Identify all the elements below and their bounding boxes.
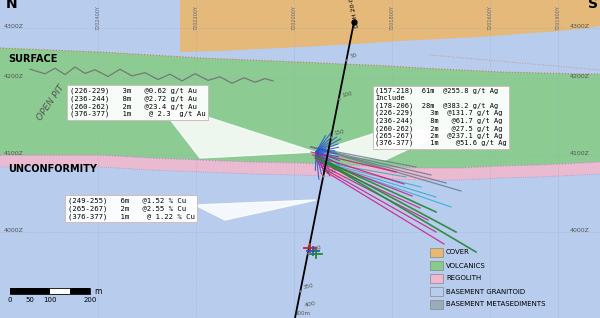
Text: 100: 100 bbox=[43, 297, 57, 303]
Text: (226-229)   3m   @0.62 g/t Au
(236-244)   8m   @2.72 g/t Au
(260-262)   2m   @23: (226-229) 3m @0.62 g/t Au (236-244) 8m @… bbox=[70, 88, 206, 117]
Text: 7201600Y: 7201600Y bbox=[487, 5, 493, 30]
Text: 4300Z: 4300Z bbox=[4, 24, 24, 29]
Text: BASEMENT GRANITOID: BASEMENT GRANITOID bbox=[446, 288, 525, 294]
Text: COVER: COVER bbox=[446, 250, 470, 255]
Text: 50: 50 bbox=[26, 297, 34, 303]
Text: REGOLITH: REGOLITH bbox=[446, 275, 481, 281]
Text: (157-218)  61m  @255.8 g/t Ag
Include
(178-206)  28m  @383.2 g/t Ag
(226-229)   : (157-218) 61m @255.8 g/t Ag Include (178… bbox=[375, 88, 507, 147]
Text: 4000Z: 4000Z bbox=[4, 228, 24, 233]
Text: S: S bbox=[588, 0, 598, 11]
Text: 200: 200 bbox=[326, 168, 338, 175]
Text: 4100Z: 4100Z bbox=[570, 151, 590, 156]
Text: 350: 350 bbox=[304, 283, 314, 290]
Text: 4300Z: 4300Z bbox=[570, 24, 590, 29]
Text: 100: 100 bbox=[341, 91, 353, 98]
Text: 150: 150 bbox=[334, 129, 345, 136]
Text: 7201800Y: 7201800Y bbox=[389, 5, 395, 30]
Text: 7202400Y: 7202400Y bbox=[95, 5, 101, 30]
Text: 0: 0 bbox=[8, 297, 12, 303]
Polygon shape bbox=[180, 0, 600, 52]
Text: 4100Z: 4100Z bbox=[4, 151, 24, 156]
Text: OPEN PIT: OPEN PIT bbox=[35, 83, 66, 122]
Polygon shape bbox=[155, 100, 315, 158]
Text: UNCONFORMITY: UNCONFORMITY bbox=[8, 164, 97, 174]
Text: DDH 20-007: DDH 20-007 bbox=[347, 0, 360, 28]
Polygon shape bbox=[195, 200, 316, 220]
Bar bbox=[50, 288, 70, 294]
Text: 7202200Y: 7202200Y bbox=[193, 5, 199, 30]
Polygon shape bbox=[0, 155, 600, 180]
Text: VOLCANICS: VOLCANICS bbox=[446, 262, 486, 268]
Text: SURFACE: SURFACE bbox=[8, 54, 58, 64]
Text: m: m bbox=[94, 287, 101, 295]
Text: 7201900Y: 7201900Y bbox=[556, 5, 560, 30]
Bar bbox=[430, 300, 443, 309]
Text: 7202000Y: 7202000Y bbox=[292, 5, 296, 30]
Bar bbox=[10, 288, 90, 294]
Text: 200: 200 bbox=[83, 297, 97, 303]
Polygon shape bbox=[0, 48, 600, 168]
Bar bbox=[430, 248, 443, 257]
Text: 4200Z: 4200Z bbox=[4, 74, 24, 79]
Text: 400: 400 bbox=[304, 301, 316, 308]
Text: N: N bbox=[6, 0, 17, 11]
Bar bbox=[430, 274, 443, 283]
Text: 400m: 400m bbox=[295, 311, 311, 316]
Polygon shape bbox=[316, 130, 450, 160]
Text: 50: 50 bbox=[349, 53, 357, 59]
Text: BASEMENT METASEDIMENTS: BASEMENT METASEDIMENTS bbox=[446, 301, 545, 308]
Bar bbox=[70, 288, 90, 294]
Text: 4200Z: 4200Z bbox=[570, 74, 590, 79]
Bar bbox=[430, 261, 443, 270]
Text: 4000Z: 4000Z bbox=[570, 228, 590, 233]
Text: (249-255)   6m   @1.52 % Cu
(265-267)   2m   @2.55 % Cu
(376-377)   1m    @ 1.22: (249-255) 6m @1.52 % Cu (265-267) 2m @2.… bbox=[68, 198, 195, 219]
Bar bbox=[430, 287, 443, 296]
Text: 300: 300 bbox=[311, 245, 322, 252]
Bar bbox=[10, 288, 50, 294]
